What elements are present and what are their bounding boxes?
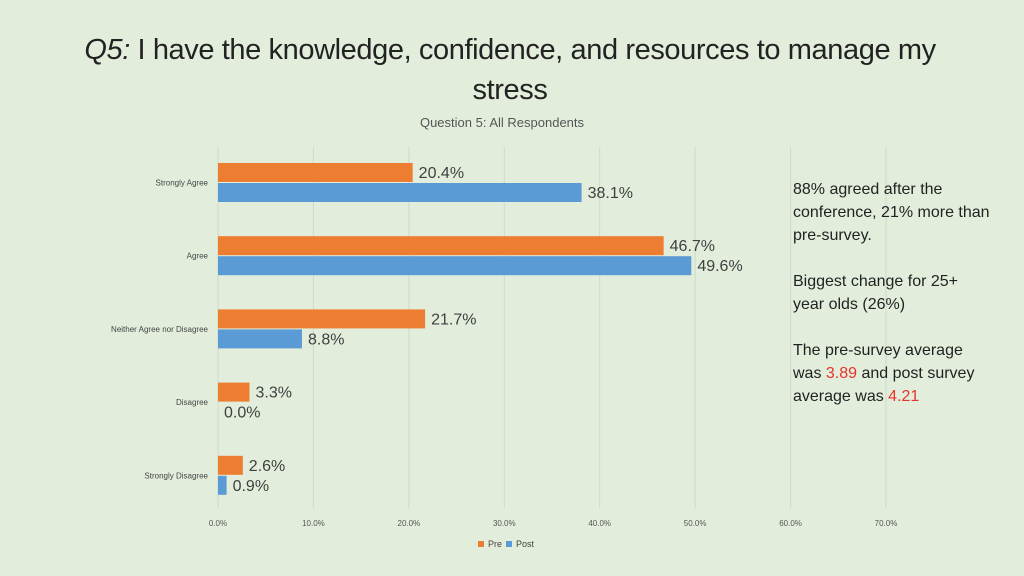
legend-swatch-pre (478, 541, 484, 547)
x-tick-label: 50.0% (684, 519, 707, 528)
bar-pre (218, 163, 413, 182)
slide-title: Q5: I have the knowledge, confidence, an… (60, 30, 960, 110)
x-tick-label: 0.0% (209, 519, 227, 528)
data-label-pre: 46.7% (670, 238, 715, 255)
pre-average-value: 3.89 (825, 365, 858, 382)
x-tick-label: 10.0% (302, 519, 325, 528)
data-label-post: 0.0% (224, 405, 260, 422)
note-age-change: Biggest change for 25+ year olds (26%) (793, 273, 959, 313)
chart-legend: Pre Post (478, 539, 534, 549)
bar-post (218, 329, 302, 349)
legend-label-post: Post (516, 539, 535, 549)
data-label-pre: 20.4% (419, 165, 464, 182)
data-label-post: 0.9% (233, 478, 269, 495)
bar-pre (218, 455, 243, 475)
side-notes: 88% agreed after the conference, 21% mor… (793, 178, 993, 431)
x-tick-label: 60.0% (779, 519, 802, 528)
bar-post (218, 183, 582, 202)
x-tick-label: 30.0% (493, 519, 516, 528)
data-label-pre: 2.6% (249, 458, 285, 475)
x-tick-label: 20.0% (398, 519, 421, 528)
y-category-label: Agree (187, 252, 209, 261)
bar-pre (218, 309, 426, 329)
bar-post (218, 256, 692, 276)
note-agreement: 88% agreed after the conference, 21% mor… (793, 181, 990, 244)
data-label-pre: 3.3% (255, 385, 291, 402)
post-average-value: 4.21 (888, 388, 920, 405)
chart-title: Question 5: All Respondents (419, 115, 585, 130)
data-label-post: 49.6% (697, 258, 742, 275)
y-category-label: Disagree (176, 398, 209, 407)
data-label-pre: 21.7% (431, 311, 476, 328)
title-question-number: Q5: (84, 34, 130, 66)
data-label-post: 8.8% (308, 331, 344, 348)
bar-pre (218, 382, 250, 402)
note-averages-text-a: The pre-survey average was (793, 342, 963, 382)
x-tick-label: 40.0% (588, 519, 611, 528)
y-category-label: Strongly Agree (156, 179, 209, 188)
bar-post (218, 475, 227, 495)
data-label-post: 38.1% (588, 185, 633, 202)
note-averages-text-b: and post survey average was (793, 365, 975, 405)
bar-pre (218, 236, 664, 256)
legend-swatch-post (506, 541, 513, 547)
y-category-label: Strongly Disagree (144, 471, 208, 480)
x-tick-label: 70.0% (875, 519, 898, 528)
title-text: I have the knowledge, confidence, and re… (129, 34, 937, 106)
y-category-label: Neither Agree nor Disagree (111, 325, 208, 334)
note-averages: The pre-survey average was 3.89 and post… (793, 339, 993, 408)
legend-label-pre: Pre (488, 539, 503, 549)
